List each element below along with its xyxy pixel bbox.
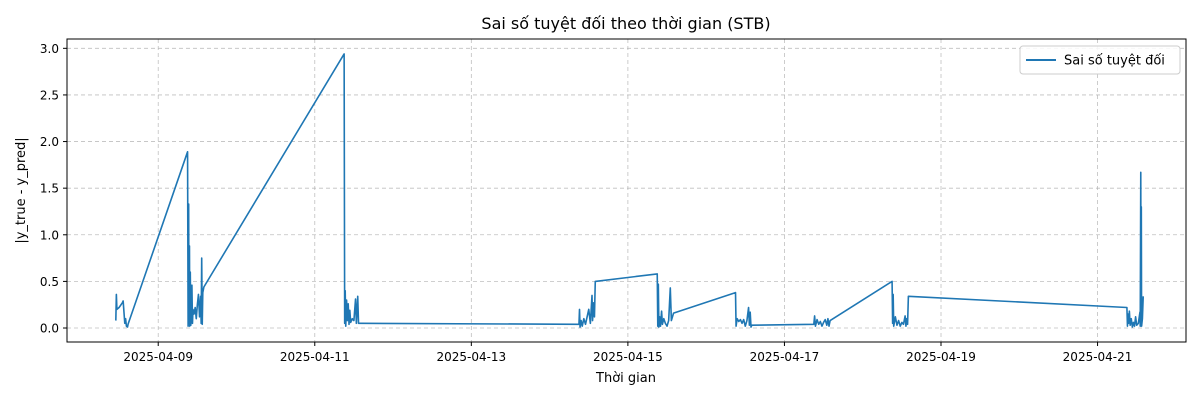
grid <box>67 39 1186 342</box>
y-tick-label: 3.0 <box>40 42 59 56</box>
y-tick-label: 2.0 <box>40 135 59 149</box>
legend-box <box>1019 45 1181 75</box>
x-tick-label: 2025-04-15 <box>593 350 663 364</box>
x-tick-label: 2025-04-11 <box>280 350 350 364</box>
chart-title: Sai số tuyệt đối theo thời gian (STB) <box>481 14 770 33</box>
x-tick-label: 2025-04-21 <box>1063 350 1133 364</box>
axes-frame <box>66 38 1187 343</box>
y-tick-label: 0.5 <box>40 275 59 289</box>
y-axis-label: |y_true - y_pred| <box>14 137 29 243</box>
x-axis-label: Thời gian <box>595 371 656 386</box>
legend: Sai số tuyệt đối <box>1019 45 1181 75</box>
y-tick-label: 1.0 <box>40 228 59 242</box>
plot-area <box>115 53 1145 328</box>
x-tick-label: 2025-04-13 <box>436 350 506 364</box>
y-tick-label: 0.0 <box>40 322 59 336</box>
y-axis-ticks: 0.0 0.5 1.0 1.5 2.0 2.5 3.0 <box>40 42 67 336</box>
x-tick-label: 2025-04-17 <box>750 350 820 364</box>
x-tick-label: 2025-04-09 <box>123 350 193 364</box>
legend-label: Sai số tuyệt đối <box>1064 54 1165 69</box>
y-tick-label: 2.5 <box>40 88 59 102</box>
y-tick-label: 1.5 <box>40 182 59 196</box>
x-axis-ticks: 2025-04-09 2025-04-11 2025-04-13 2025-04-15… <box>123 342 1132 364</box>
series-line <box>115 53 1145 328</box>
x-tick-label: 2025-04-19 <box>906 350 976 364</box>
